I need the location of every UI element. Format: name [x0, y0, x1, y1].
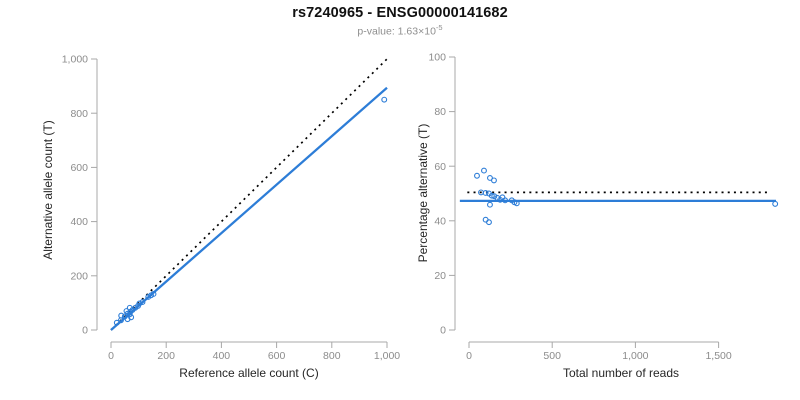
left-plot-data-point [128, 314, 135, 321]
left-plot-y-axis-title: Alternative allele count (T) [41, 120, 55, 259]
right-plot-data-point [482, 190, 489, 196]
right-plot-data-point [491, 177, 497, 184]
p-value-text: p-value: 1.63×10 [357, 25, 436, 38]
right-plot-y-tick-label: 40 [434, 215, 446, 227]
left-plot-data-point [126, 311, 133, 318]
right-plot-y-tick-label: 0 [440, 325, 446, 337]
left-plot-data-point [117, 317, 124, 324]
left-plot-x-tick-label: 1,000 [374, 350, 400, 362]
left-plot-x-tick-label: 0 [108, 350, 114, 362]
right-plot-x-tick-label: 0 [466, 350, 472, 362]
left-plot-x-tick-label: 600 [268, 350, 286, 362]
left-plot-x-tick-label: 800 [323, 350, 341, 362]
left-plot-y-tick-label: 1,000 [62, 54, 88, 66]
left-plot-data-point [123, 308, 130, 314]
left-plot-identity-line [110, 57, 389, 331]
left-plot-regression-line [110, 86, 388, 331]
left-plot-y-tick-label: 600 [70, 162, 88, 174]
right-plot-y-tick-label: 20 [434, 270, 446, 282]
right-plot-y-tick-label: 60 [434, 161, 446, 173]
right-plot-data-point [481, 167, 487, 174]
right-plot-data-point [491, 193, 498, 200]
right-plot-data-point [487, 201, 493, 208]
right-plot-x-axis-title: Total number of reads [563, 366, 679, 380]
right-plot-x-tick-label: 1,000 [622, 350, 648, 362]
left-plot-y-tick-label: 400 [70, 216, 88, 228]
right-plot-data-point [482, 216, 489, 223]
left-plot-x-tick-label: 400 [213, 350, 231, 362]
right-plot-x-tick-label: 1,500 [705, 350, 731, 362]
left-plot-y-tick-label: 800 [70, 108, 88, 120]
right-plot-data-point [772, 200, 779, 207]
right-plot-y-tick-label: 100 [428, 52, 446, 64]
left-plot-data-point [139, 299, 146, 306]
plot-title: rs7240965 - ENSG00000141682 [292, 5, 508, 21]
right-plot-data-point [486, 219, 492, 226]
right-plot-data-point [513, 200, 520, 207]
left-plot-data-point [381, 96, 388, 103]
right-plot-data-point [474, 172, 480, 179]
left-plot-y-tick-label: 200 [70, 270, 88, 282]
left-plot-data-point [113, 319, 120, 326]
p-value-subtitle: p-value: 1.63×10-5 [0, 23, 800, 38]
left-plot-x-tick-label: 200 [157, 350, 175, 362]
left-plot-data-point [150, 291, 157, 297]
right-plot-data-point [488, 192, 495, 199]
right-plot-x-tick-label: 500 [543, 350, 561, 362]
left-plot-y-tick-label: 0 [82, 325, 88, 337]
left-plot-x-axis-title: Reference allele count (C) [179, 366, 318, 380]
left-plot-data-point [136, 300, 143, 307]
right-plot-y-tick-label: 80 [434, 106, 446, 118]
p-value-exponent: -5 [435, 23, 443, 32]
right-plot-y-axis-title: Percentage alternative (T) [416, 124, 430, 263]
right-plot-data-point [502, 197, 509, 204]
